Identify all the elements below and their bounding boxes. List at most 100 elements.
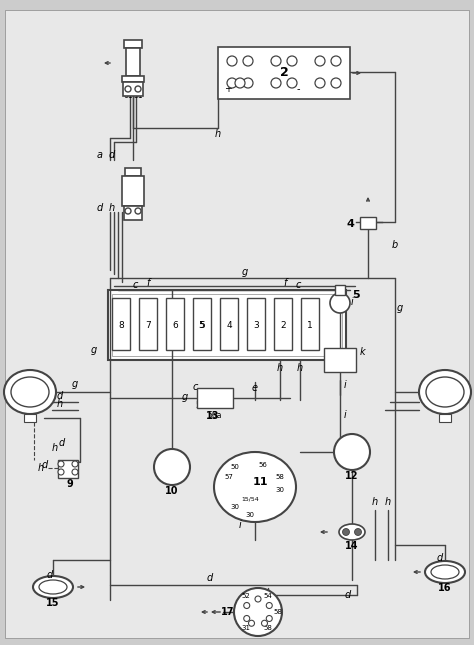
Text: 1: 1 (307, 321, 313, 330)
Text: 5: 5 (199, 321, 205, 330)
Text: d: d (42, 460, 48, 470)
Text: 7: 7 (145, 321, 151, 330)
Text: a: a (97, 150, 103, 160)
Text: 58: 58 (264, 625, 273, 631)
Bar (333, 297, 347, 309)
Bar (122, 176, 144, 206)
Circle shape (315, 56, 325, 66)
Text: h: h (277, 363, 283, 373)
Circle shape (266, 615, 272, 622)
Circle shape (315, 78, 325, 88)
Text: f: f (146, 278, 150, 288)
Bar (24, 414, 36, 422)
Bar (301, 298, 319, 350)
Circle shape (330, 293, 350, 313)
Text: d: d (437, 553, 443, 563)
Text: h: h (385, 497, 391, 507)
Bar (360, 217, 376, 229)
Text: 10: 10 (165, 486, 179, 496)
Text: d: d (59, 438, 65, 448)
Text: 56: 56 (195, 401, 205, 410)
Bar (112, 298, 130, 350)
Text: 2: 2 (280, 321, 286, 330)
Text: 15/54: 15/54 (241, 497, 259, 502)
Text: 3: 3 (129, 185, 137, 195)
Text: 14: 14 (345, 541, 359, 551)
Ellipse shape (11, 377, 49, 407)
Bar (139, 298, 157, 350)
Circle shape (244, 602, 250, 608)
Text: 5: 5 (352, 290, 360, 300)
Circle shape (125, 86, 131, 92)
Circle shape (58, 469, 64, 475)
Ellipse shape (214, 452, 296, 522)
Text: i: i (344, 380, 346, 390)
Circle shape (271, 78, 281, 88)
Text: g: g (397, 303, 403, 313)
Bar (193, 298, 211, 350)
Text: 31: 31 (241, 625, 250, 631)
Text: i: i (238, 520, 241, 530)
Text: c: c (192, 382, 198, 392)
Text: i: i (344, 410, 346, 420)
Circle shape (244, 615, 250, 622)
Text: h: h (297, 363, 303, 373)
Text: g: g (91, 345, 97, 355)
Text: i: i (351, 297, 354, 307)
Circle shape (248, 620, 255, 626)
Circle shape (287, 56, 297, 66)
Text: 58: 58 (273, 609, 283, 615)
Text: h: h (57, 399, 63, 409)
Text: d: d (207, 573, 213, 583)
Text: g: g (182, 392, 188, 402)
Text: d: d (47, 570, 53, 580)
Text: 15: 15 (46, 598, 60, 608)
Text: 54: 54 (264, 593, 273, 599)
Text: 50: 50 (230, 464, 239, 470)
Text: f: f (283, 278, 287, 288)
Bar (122, 76, 144, 82)
Text: 52: 52 (242, 593, 250, 599)
Text: d: d (109, 150, 115, 160)
Bar (247, 298, 265, 350)
Circle shape (243, 78, 253, 88)
Text: g: g (72, 379, 78, 389)
Text: 1: 1 (129, 63, 137, 73)
Bar (220, 298, 238, 350)
Circle shape (125, 208, 131, 214)
Text: 13: 13 (206, 411, 220, 421)
Circle shape (331, 56, 341, 66)
Bar (124, 40, 142, 48)
Bar (218, 47, 350, 99)
Text: h: h (215, 129, 221, 139)
Text: b: b (392, 240, 398, 250)
Text: 31: 31 (133, 92, 143, 101)
Text: 5: 5 (198, 321, 204, 330)
Text: 11: 11 (252, 477, 268, 487)
Text: 30: 30 (126, 197, 136, 206)
Text: 16: 16 (438, 583, 452, 593)
Ellipse shape (426, 377, 464, 407)
Text: 6: 6 (172, 321, 178, 330)
Ellipse shape (339, 524, 365, 540)
Bar (126, 48, 140, 76)
Circle shape (154, 449, 190, 485)
Circle shape (331, 78, 341, 88)
Ellipse shape (4, 370, 56, 414)
Text: 2: 2 (280, 66, 288, 79)
Text: c: c (132, 280, 137, 290)
Circle shape (334, 434, 370, 470)
Text: h: h (109, 203, 115, 213)
Bar (123, 82, 143, 96)
Circle shape (227, 78, 237, 88)
Text: 12: 12 (345, 471, 359, 481)
Bar (125, 168, 141, 176)
Text: 56a: 56a (208, 410, 222, 419)
Circle shape (234, 588, 282, 636)
Ellipse shape (425, 561, 465, 583)
Bar (324, 348, 356, 372)
Circle shape (271, 56, 281, 66)
Text: 8a: 8a (438, 387, 453, 397)
Bar (108, 290, 346, 360)
Bar (58, 460, 78, 478)
